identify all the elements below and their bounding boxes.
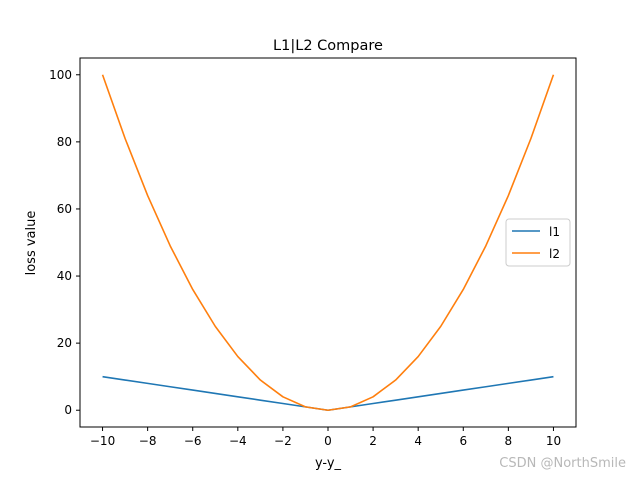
y-tick-label: 0 xyxy=(64,403,72,417)
y-axis-label: loss value xyxy=(24,211,39,276)
x-tick-label: −10 xyxy=(90,434,115,448)
y-tick-label: 60 xyxy=(57,202,72,216)
x-tick-label: −8 xyxy=(139,434,157,448)
y-tick-label: 40 xyxy=(57,269,72,283)
y-tick-label: 80 xyxy=(57,135,72,149)
x-tick-label: 2 xyxy=(369,434,377,448)
x-tick-label: 10 xyxy=(546,434,561,448)
x-axis-label: y-y_ xyxy=(315,456,342,471)
x-tick-label: −2 xyxy=(274,434,292,448)
watermark: CSDN @NorthSmile xyxy=(499,456,626,471)
x-tick-label: −4 xyxy=(229,434,247,448)
x-tick-label: 4 xyxy=(414,434,422,448)
y-tick-label: 100 xyxy=(49,68,72,82)
x-tick-label: −6 xyxy=(184,434,202,448)
legend-label-l1: l1 xyxy=(549,225,560,239)
x-tick-label: 8 xyxy=(505,434,513,448)
plot-frame xyxy=(79,57,577,428)
y-tick-label: 20 xyxy=(57,336,72,350)
legend: l1 l2 xyxy=(505,218,571,267)
x-tick-label: 6 xyxy=(459,434,467,448)
x-tick-label: 0 xyxy=(324,434,332,448)
chart-title: L1|L2 Compare xyxy=(273,38,383,54)
legend-label-l2: l2 xyxy=(549,247,560,261)
legend-box xyxy=(505,218,571,267)
series-line-l2 xyxy=(101,74,555,412)
